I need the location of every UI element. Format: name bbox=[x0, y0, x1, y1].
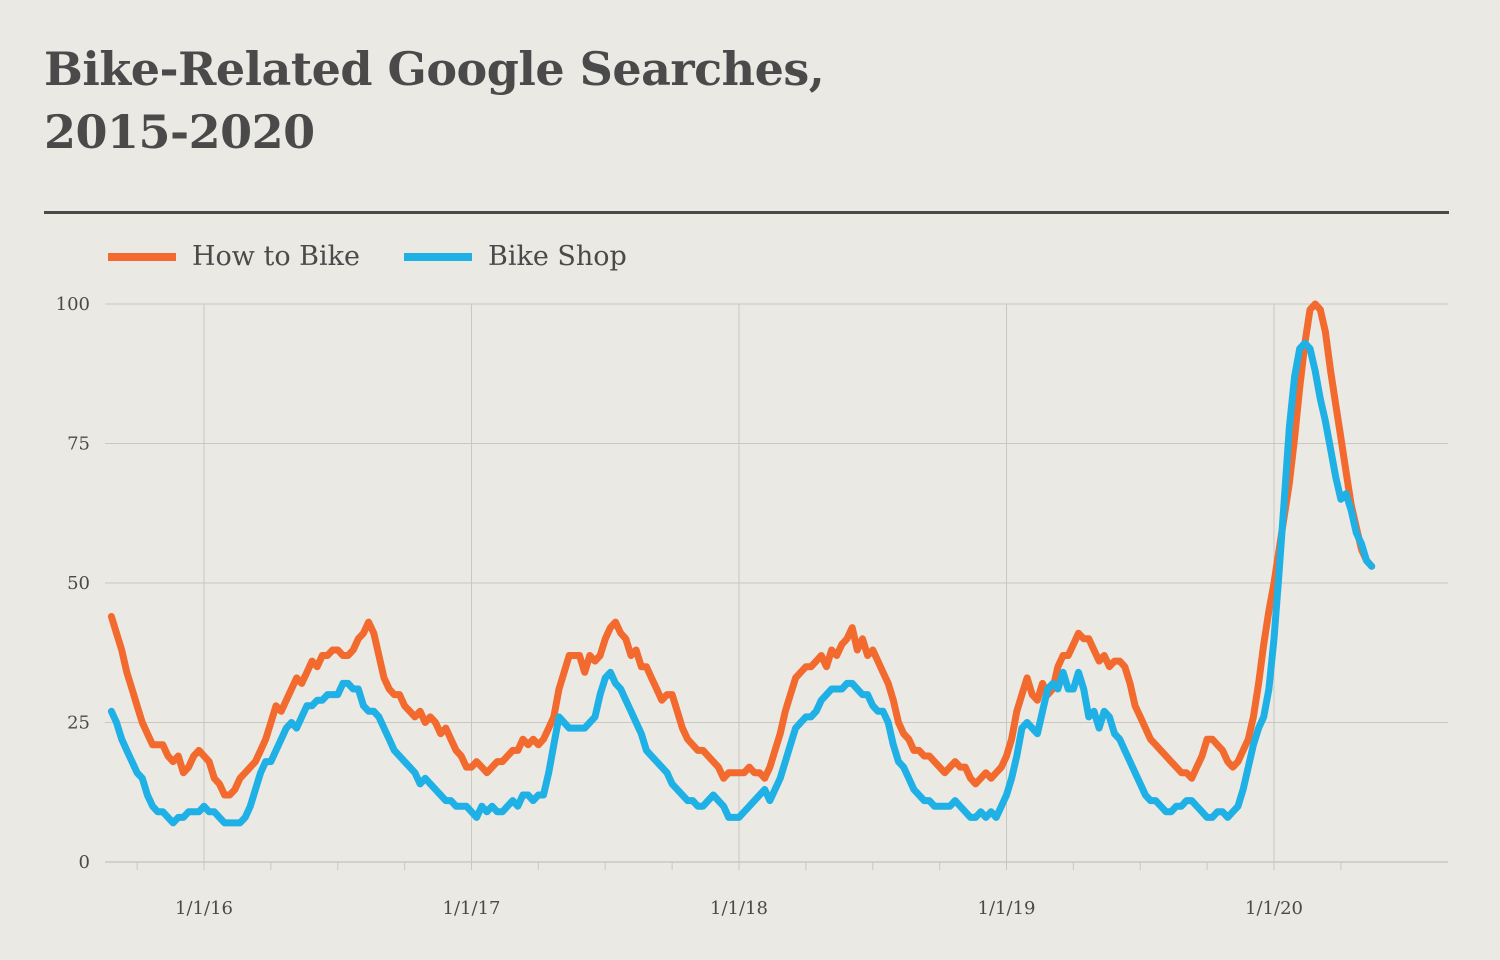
x-tick-label: 1/1/18 bbox=[710, 898, 768, 919]
x-tick-label: 1/1/16 bbox=[175, 898, 233, 919]
y-tick-label: 25 bbox=[67, 713, 90, 734]
x-tick-label: 1/1/17 bbox=[443, 898, 501, 919]
legend-item-bike-shop: Bike Shop bbox=[404, 241, 627, 272]
y-tick-label: 50 bbox=[67, 573, 90, 594]
y-tick-label: 0 bbox=[79, 852, 90, 873]
chart-title: Bike-Related Google Searches, 2015-2020 bbox=[44, 38, 825, 164]
y-tick-label: 75 bbox=[67, 434, 90, 455]
legend-label-bike-shop: Bike Shop bbox=[488, 241, 627, 272]
legend-item-how-to-bike: How to Bike bbox=[108, 241, 360, 272]
x-tick-label: 1/1/20 bbox=[1245, 898, 1303, 919]
series-line-bike-shop bbox=[107, 339, 1376, 827]
y-tick-label: 100 bbox=[56, 294, 90, 315]
legend-swatch-bike-shop bbox=[404, 252, 472, 261]
legend: How to Bike Bike Shop bbox=[108, 241, 671, 272]
chart-title-line1: Bike-Related Google Searches, bbox=[44, 42, 825, 96]
series-line-how-to-bike bbox=[107, 300, 1376, 799]
chart-title-line2: 2015-2020 bbox=[44, 105, 315, 159]
legend-label-how-to-bike: How to Bike bbox=[192, 241, 360, 272]
x-tick-label: 1/1/19 bbox=[978, 898, 1036, 919]
legend-swatch-how-to-bike bbox=[108, 252, 176, 261]
title-divider bbox=[44, 211, 1449, 214]
